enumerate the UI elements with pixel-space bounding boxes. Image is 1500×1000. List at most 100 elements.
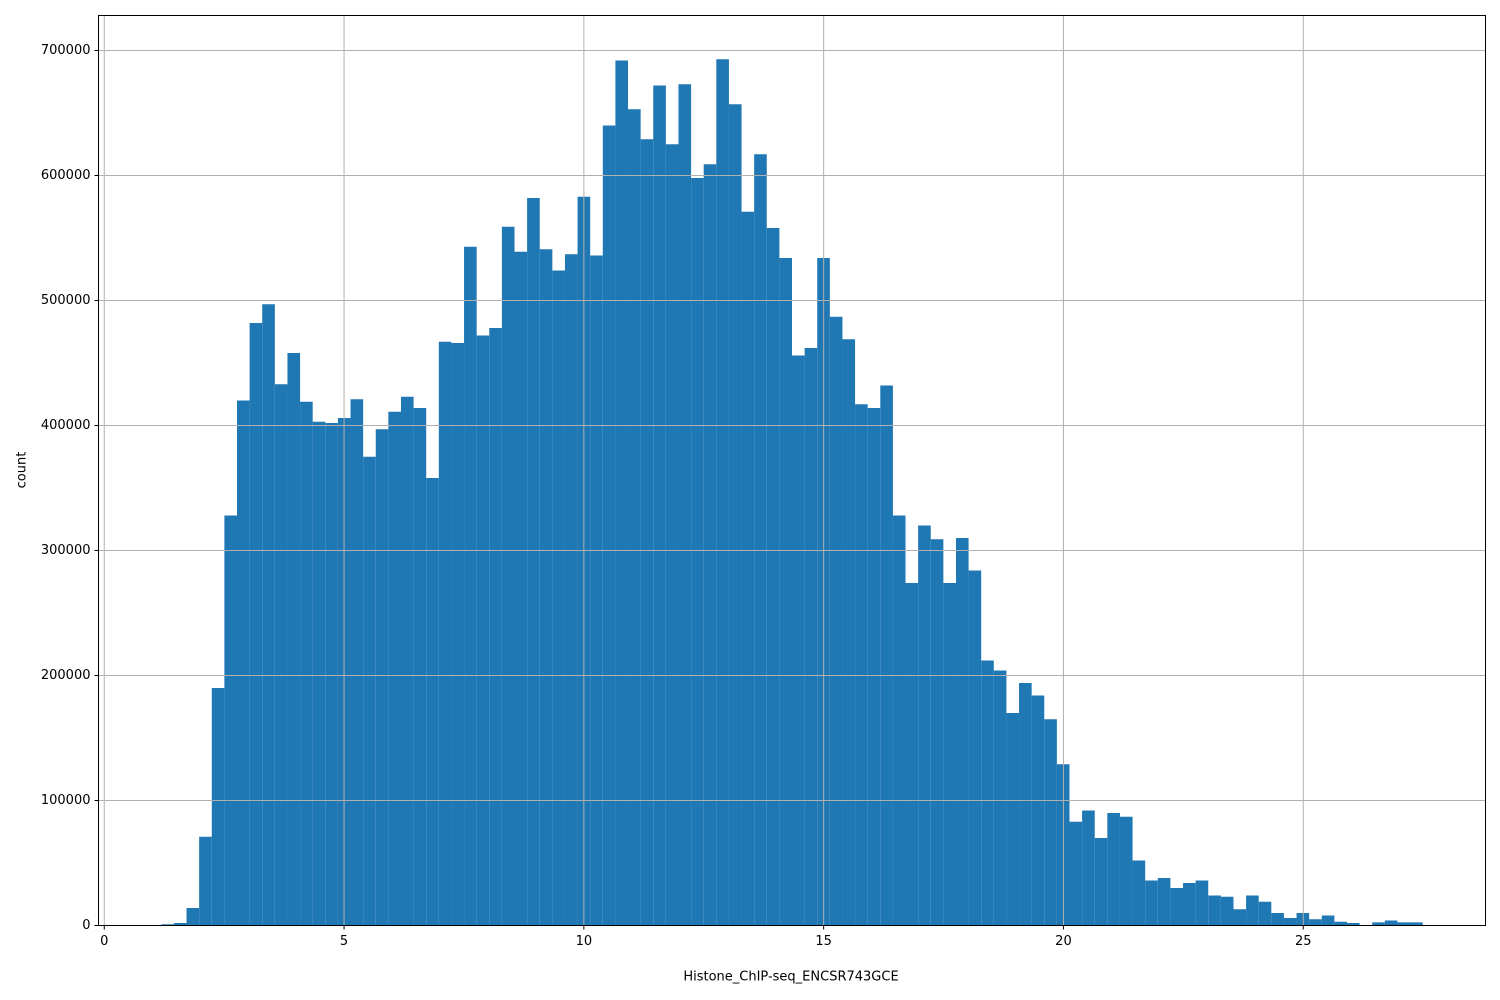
bar: [640, 139, 654, 926]
bar: [489, 328, 502, 926]
bar: [224, 515, 238, 926]
y-tick-label: 300000: [41, 543, 91, 558]
bar: [741, 211, 755, 926]
bar: [161, 924, 174, 926]
y-tick-label: 200000: [41, 668, 91, 683]
bar: [249, 323, 263, 926]
bar: [199, 836, 212, 926]
y-tick-label: 600000: [41, 168, 91, 183]
bar: [539, 249, 553, 926]
bar: [905, 583, 919, 926]
bar: [993, 670, 1007, 926]
bar: [1119, 816, 1133, 926]
bar: [880, 385, 893, 926]
bar: [703, 164, 717, 926]
bar: [1397, 922, 1411, 926]
bar: [1082, 810, 1095, 926]
bar: [1019, 683, 1032, 926]
bar: [451, 343, 465, 926]
bar: [1069, 821, 1083, 926]
bar: [678, 84, 692, 926]
bar: [1334, 921, 1347, 926]
bar: [855, 404, 868, 926]
bar: [501, 226, 515, 926]
bar: [287, 353, 301, 926]
bar: [981, 660, 994, 926]
bar: [426, 478, 439, 926]
y-tick-label: 700000: [41, 43, 91, 58]
bar: [300, 401, 313, 926]
bar: [237, 400, 250, 926]
bar: [1044, 719, 1057, 926]
bar: [514, 251, 528, 926]
bar: [1132, 860, 1146, 926]
x-tick-label: 5: [340, 934, 348, 949]
bar: [564, 254, 578, 926]
bar: [842, 339, 856, 926]
y-tick-label: 0: [82, 918, 90, 933]
bar: [955, 538, 969, 926]
bar: [1006, 713, 1020, 926]
bar: [1384, 920, 1398, 926]
bar: [211, 688, 225, 926]
bar: [1372, 922, 1385, 926]
bar: [552, 270, 565, 926]
x-axis-label: Histone_ChIP-seq_ENCSR743GCE: [683, 970, 898, 985]
y-tick-label: 400000: [41, 418, 91, 433]
bar: [363, 456, 376, 926]
bar: [1233, 909, 1247, 926]
bar: [274, 384, 288, 926]
y-axis-label: count: [15, 452, 30, 489]
bar: [312, 421, 326, 926]
plot-frame: [98, 15, 1486, 926]
bar: [728, 104, 742, 926]
bar: [1208, 895, 1221, 926]
bar: [186, 908, 200, 926]
bar: [1107, 813, 1120, 926]
bar: [350, 399, 364, 926]
bar: [792, 355, 805, 926]
bar: [1220, 896, 1234, 926]
bar: [590, 255, 603, 926]
bar: [1346, 923, 1360, 926]
bar: [691, 178, 704, 926]
bar: [325, 423, 338, 926]
bars: [161, 59, 1423, 926]
y-tick-label: 500000: [41, 293, 91, 308]
bar: [766, 228, 780, 926]
bar: [1283, 918, 1297, 926]
bar: [1195, 880, 1209, 926]
bar: [1271, 913, 1284, 926]
bar: [829, 316, 843, 926]
bar: [867, 408, 881, 926]
bar: [1183, 883, 1196, 926]
bar: [1094, 838, 1108, 926]
bar: [413, 408, 427, 926]
bar: [1246, 895, 1259, 926]
x-tick-label: 15: [815, 934, 832, 949]
bar: [653, 85, 666, 926]
bar: [1321, 915, 1335, 926]
bar: [438, 341, 452, 926]
bar: [930, 539, 944, 926]
y-tick-label: 100000: [41, 793, 91, 808]
bar: [943, 583, 956, 926]
bar: [1410, 922, 1423, 926]
bar: [262, 304, 275, 926]
bar: [1031, 695, 1045, 926]
bar: [464, 246, 477, 926]
bar: [476, 335, 490, 926]
x-tick-label: 20: [1055, 934, 1072, 949]
bar: [375, 429, 389, 926]
bar: [615, 60, 629, 926]
bar: [1170, 888, 1184, 926]
bar: [173, 923, 187, 926]
bar: [779, 258, 792, 926]
bar: [716, 59, 729, 926]
bar: [527, 198, 540, 926]
bar: [1309, 919, 1322, 926]
x-tick-label: 10: [576, 934, 593, 949]
bar: [602, 125, 616, 926]
bar: [388, 411, 401, 926]
bar: [754, 154, 767, 926]
